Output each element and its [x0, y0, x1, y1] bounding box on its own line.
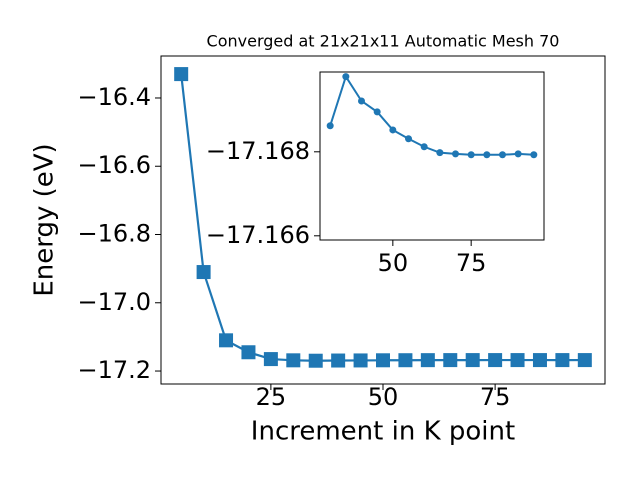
point [532, 353, 547, 368]
point [555, 353, 570, 368]
point [263, 352, 278, 367]
point [358, 97, 366, 105]
point [405, 135, 413, 143]
point [465, 353, 480, 368]
y-tick-label: −16.4 [77, 83, 151, 111]
chart-title: Converged at 21x21x11 Automatic Mesh 70 [207, 32, 560, 51]
plot-area [319, 71, 545, 241]
x-tick-label: 25 [256, 383, 287, 411]
y-tick-label: −17.2 [77, 356, 151, 384]
point [174, 67, 189, 82]
point [373, 108, 381, 116]
x-tick-label: 50 [368, 383, 399, 411]
point [241, 345, 256, 360]
point [443, 353, 458, 368]
point [498, 151, 506, 159]
point [342, 73, 350, 81]
point [488, 353, 503, 368]
point [530, 151, 538, 159]
point [219, 333, 234, 348]
point [308, 353, 323, 368]
point [353, 353, 368, 368]
x-tick-label: 50 [378, 249, 409, 277]
point [420, 143, 428, 151]
y-tick-label: −16.6 [77, 151, 151, 179]
point [420, 353, 435, 368]
point [196, 265, 211, 280]
point [286, 353, 301, 368]
y-axis-label: Energy (eV) [30, 143, 60, 296]
x-tick-label: 75 [456, 249, 487, 277]
point [514, 150, 522, 158]
point [326, 122, 334, 130]
point [436, 149, 444, 157]
point [398, 353, 413, 368]
point [510, 353, 525, 368]
point [451, 150, 459, 158]
point [577, 353, 592, 368]
point [483, 151, 491, 159]
x-tick-label: 75 [480, 383, 511, 411]
y-tick-label: −17.166 [206, 221, 310, 249]
point [376, 353, 390, 368]
y-tick-label: −17.168 [206, 137, 310, 165]
y-tick-label: −17.0 [77, 288, 151, 316]
point [467, 151, 475, 159]
point [331, 353, 346, 368]
y-tick-label: −16.8 [77, 220, 151, 248]
x-axis-label: Increment in K point [251, 417, 515, 447]
point [389, 126, 397, 134]
